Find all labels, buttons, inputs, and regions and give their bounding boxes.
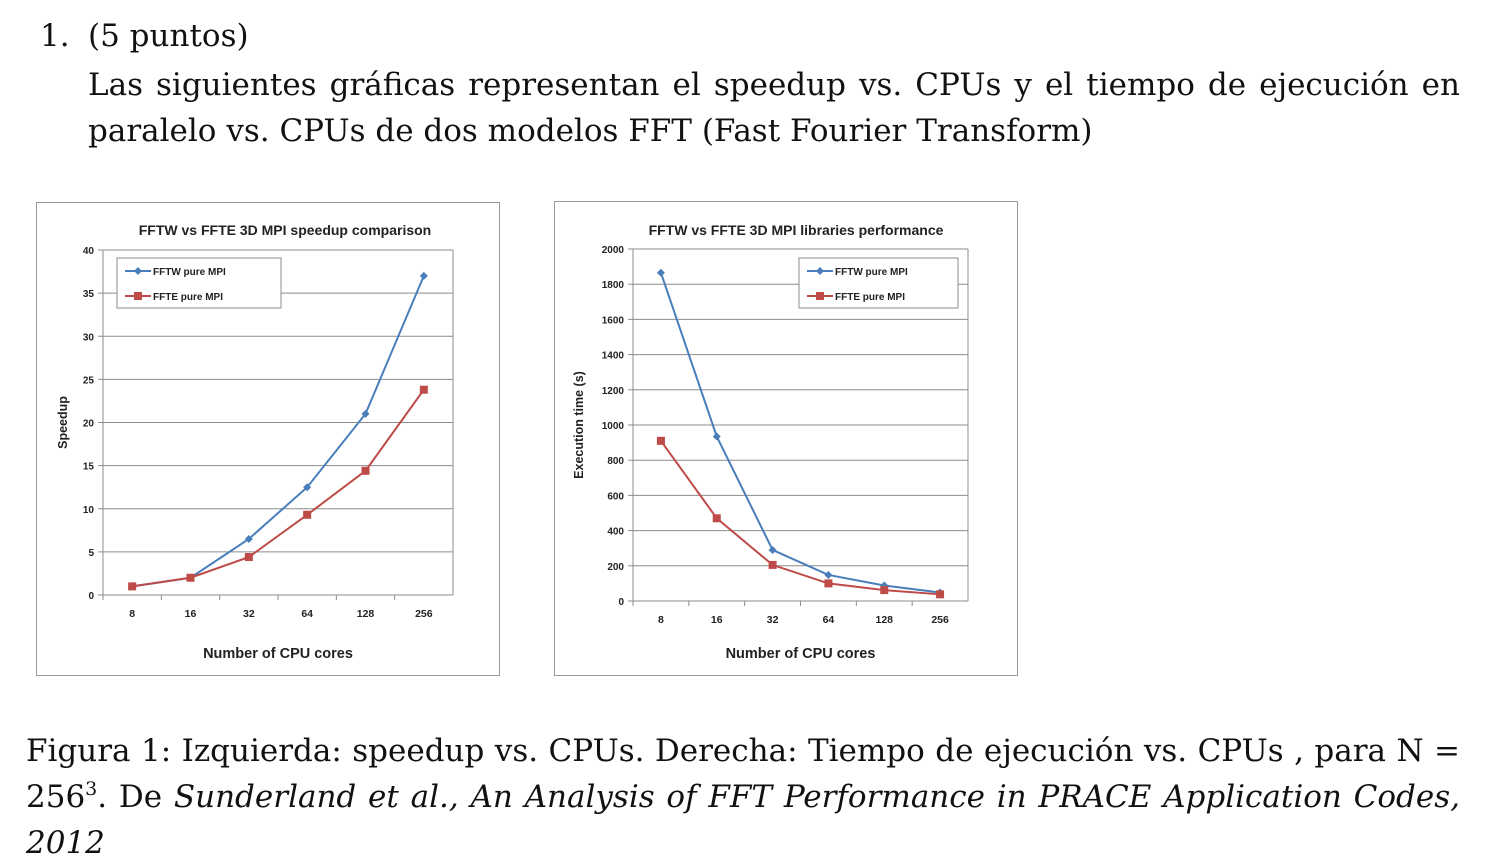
caption-source: Sunderland et al., An Analysis of FFT Pe… xyxy=(26,779,1460,861)
series-line xyxy=(659,272,941,594)
y-tick-label: 800 xyxy=(607,456,624,467)
data-point xyxy=(419,271,428,280)
series-line xyxy=(132,275,425,588)
y-tick-label: 2000 xyxy=(602,245,625,256)
legend-label: FFTE pure MPI xyxy=(835,292,905,303)
speedup-chart-svg: FFTW vs FFTE 3D MPI speedup comparison 0 5… xyxy=(56,222,454,662)
legend-label: FFTW pure MPI xyxy=(153,267,226,278)
legend-label: FFTE pure MPI xyxy=(153,292,223,303)
x-tick-label: 64 xyxy=(823,614,835,626)
figure-caption: Figura 1: Izquierda: speedup vs. CPUs. D… xyxy=(26,728,1460,866)
x-tick-label: 256 xyxy=(415,608,433,620)
data-point xyxy=(936,590,945,599)
data-point xyxy=(656,268,665,277)
data-point xyxy=(768,560,777,569)
y-tick-label: 1600 xyxy=(602,315,625,326)
data-point xyxy=(361,466,370,475)
data-point xyxy=(824,579,833,588)
x-tick-label: 8 xyxy=(129,608,135,620)
execution-time-chart-svg: FFTW vs FFTE 3D MPI libraries performanc… xyxy=(572,222,969,662)
y-tick-label: 0 xyxy=(88,591,94,602)
legend-marker xyxy=(816,267,824,275)
y-tick-label: 200 xyxy=(607,562,624,573)
x-tick-label: 16 xyxy=(185,608,197,620)
x-tick-label: 64 xyxy=(301,608,313,620)
data-point xyxy=(244,553,253,562)
y-tick-label: 1200 xyxy=(602,386,625,397)
data-point xyxy=(128,582,137,591)
question-text: Las siguientes gráficas representan el s… xyxy=(88,67,1460,149)
series-fftw xyxy=(656,268,945,597)
series-ffte xyxy=(656,436,945,599)
y-axis-title: Execution time (s) xyxy=(572,371,586,479)
y-tick-label: 1400 xyxy=(602,351,625,362)
x-tick-label: 8 xyxy=(658,614,664,626)
chart-title: FFTW vs FFTE 3D MPI libraries performanc… xyxy=(649,222,944,238)
legend-marker xyxy=(134,292,142,300)
gridlines xyxy=(98,249,453,596)
data-point xyxy=(768,545,777,554)
x-axis-title: Number of CPU cores xyxy=(203,646,353,662)
y-tick-label: 20 xyxy=(83,419,95,430)
x-tick-label: 128 xyxy=(875,614,893,626)
data-point xyxy=(186,573,195,582)
y-tick-label: 5 xyxy=(88,548,94,559)
y-tick-label: 1000 xyxy=(602,421,625,432)
y-tick-label: 15 xyxy=(83,462,95,473)
x-tick-label: 32 xyxy=(243,608,255,620)
x-tick-label: 128 xyxy=(357,608,375,620)
question-number: 1. xyxy=(40,18,70,54)
y-tick-label: 600 xyxy=(607,491,624,502)
legend-box xyxy=(798,257,959,309)
y-tick-label: 30 xyxy=(83,332,95,343)
series-fftw xyxy=(128,271,428,591)
y-axis-title: Speedup xyxy=(56,396,70,449)
x-axis-title: Number of CPU cores xyxy=(726,646,876,662)
x-tick-label: 16 xyxy=(711,614,723,626)
data-point xyxy=(303,510,312,519)
caption-source-prefix: . De xyxy=(97,779,174,815)
legend: FFTW pure MPI FFTE pure MPI xyxy=(798,257,959,309)
y-tick-label: 400 xyxy=(607,527,624,538)
x-tick-label: 256 xyxy=(931,614,949,626)
data-point xyxy=(303,483,312,492)
data-point xyxy=(824,570,833,579)
y-tick-label: 25 xyxy=(83,375,95,386)
data-point xyxy=(361,409,370,418)
question-points: (5 puntos) xyxy=(88,18,249,54)
y-tick-label: 35 xyxy=(83,289,95,300)
x-tick-label: 32 xyxy=(767,614,779,626)
speedup-chart: FFTW vs FFTE 3D MPI speedup comparison 0 5… xyxy=(36,202,500,676)
data-point xyxy=(656,436,665,445)
legend-marker xyxy=(816,292,824,300)
y-tick-label: 40 xyxy=(83,246,95,257)
series-line xyxy=(660,440,941,596)
caption-lead: Figura 1: Izquierda: speedup vs. CPUs. D… xyxy=(26,733,1460,815)
data-point xyxy=(712,432,721,441)
legend: FFTW pure MPI FFTE pure MPI xyxy=(116,257,282,309)
series-ffte xyxy=(128,385,428,591)
legend-marker xyxy=(134,267,142,275)
legend-box xyxy=(116,257,282,309)
y-tick-label: 10 xyxy=(83,505,95,516)
caption-exponent: 3 xyxy=(85,778,98,800)
data-point xyxy=(880,586,889,595)
execution-time-chart: FFTW vs FFTE 3D MPI libraries performanc… xyxy=(554,201,1018,676)
data-point xyxy=(419,385,428,394)
data-point xyxy=(712,514,721,523)
chart-title: FFTW vs FFTE 3D MPI speedup comparison xyxy=(139,222,431,238)
legend-label: FFTW pure MPI xyxy=(835,267,908,278)
data-point xyxy=(244,534,253,543)
y-tick-label: 0 xyxy=(618,597,624,608)
y-tick-label: 1800 xyxy=(602,280,625,291)
series-line xyxy=(132,389,425,588)
